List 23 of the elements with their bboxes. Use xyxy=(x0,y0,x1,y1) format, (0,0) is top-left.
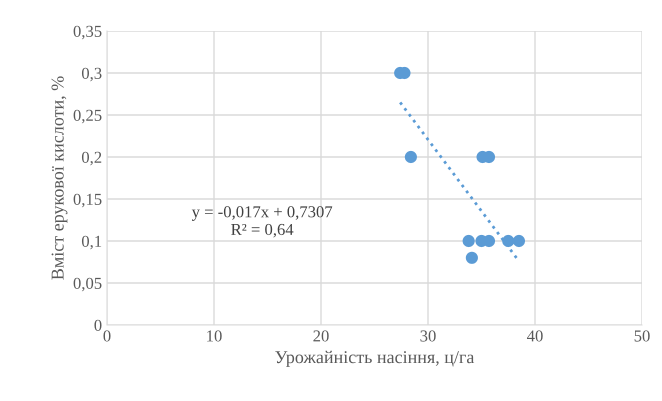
x-tick-label: 50 xyxy=(634,330,650,342)
annotation: R² = 0,64 xyxy=(231,224,294,238)
point xyxy=(512,234,526,248)
y-axis-title: Вміст ерукової кислоти, % xyxy=(52,76,68,280)
y-tick-label: 0 xyxy=(94,320,102,331)
x-tick-label: 0 xyxy=(103,330,111,342)
x-tick-label: 20 xyxy=(313,330,329,342)
x-tick-label: 10 xyxy=(207,330,222,342)
x-tick-label: 40 xyxy=(526,330,543,342)
annotation: y = -0,017x + 0,7307 xyxy=(192,206,332,221)
point xyxy=(462,234,475,248)
y-tick-label: 0,2 xyxy=(82,152,102,166)
y-tick-label: 0,05 xyxy=(74,278,102,292)
y-tick-label: 0,25 xyxy=(74,110,102,124)
x-axis-title: Урожайність насіння, ц/га xyxy=(275,350,474,367)
point xyxy=(404,150,417,164)
y-tick-label: 0,3 xyxy=(82,68,102,82)
x-tick-label: 30 xyxy=(420,330,436,342)
y-tick-label: 0,35 xyxy=(74,26,102,40)
point xyxy=(502,234,514,248)
y-tick-label: 0,1 xyxy=(82,236,102,250)
point xyxy=(466,252,478,264)
y-tick-label: 0,15 xyxy=(74,194,102,208)
